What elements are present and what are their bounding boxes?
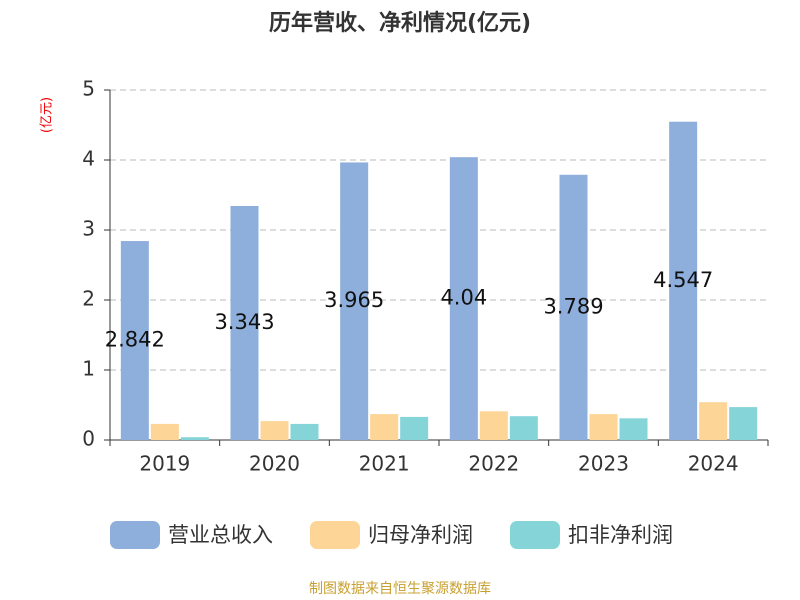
bar [260,421,289,440]
bar [619,418,648,440]
bar [479,411,508,440]
bar [120,241,149,440]
bar [230,205,259,440]
bar [370,414,399,440]
y-tick-label: 2 [82,287,95,311]
x-tick-label: 2021 [359,452,410,476]
chart-title: 历年营收、净利情况(亿元) [269,10,531,36]
x-tick-label: 2024 [688,452,739,476]
legend-swatch [110,521,160,549]
data-label: 3.789 [543,294,603,318]
x-tick-label: 2019 [139,452,190,476]
x-tick-label: 2023 [578,452,629,476]
y-tick-label: 0 [82,427,95,451]
bar [180,437,209,440]
data-label: 2.842 [105,328,165,352]
bar [340,162,369,440]
data-label: 3.965 [324,288,384,312]
bar [699,402,728,440]
bar [589,414,618,440]
legend-swatch [510,521,560,549]
legend-label: 营业总收入 [168,523,273,547]
legend-label: 扣非净利润 [568,523,673,547]
y-tick-label: 4 [82,147,95,171]
bar [150,423,179,440]
bar [400,416,429,440]
bar [290,423,319,440]
y-tick-label: 1 [82,357,95,381]
legend-swatch [310,521,360,549]
data-label: 4.547 [653,268,713,292]
data-label: 4.04 [440,286,487,310]
legend-label: 归母净利润 [368,523,473,547]
bar [449,157,478,440]
bar [559,174,588,440]
x-tick-label: 2022 [468,452,519,476]
source-note: 制图数据来自恒生聚源数据库 [309,581,491,597]
bar [669,121,698,441]
bar [729,407,758,440]
x-tick-label: 2020 [249,452,300,476]
y-axis-label: (亿元) [40,97,55,133]
y-tick-label: 5 [82,77,95,101]
bar [509,416,538,440]
y-tick-label: 3 [82,217,95,241]
data-label: 3.343 [214,310,274,334]
